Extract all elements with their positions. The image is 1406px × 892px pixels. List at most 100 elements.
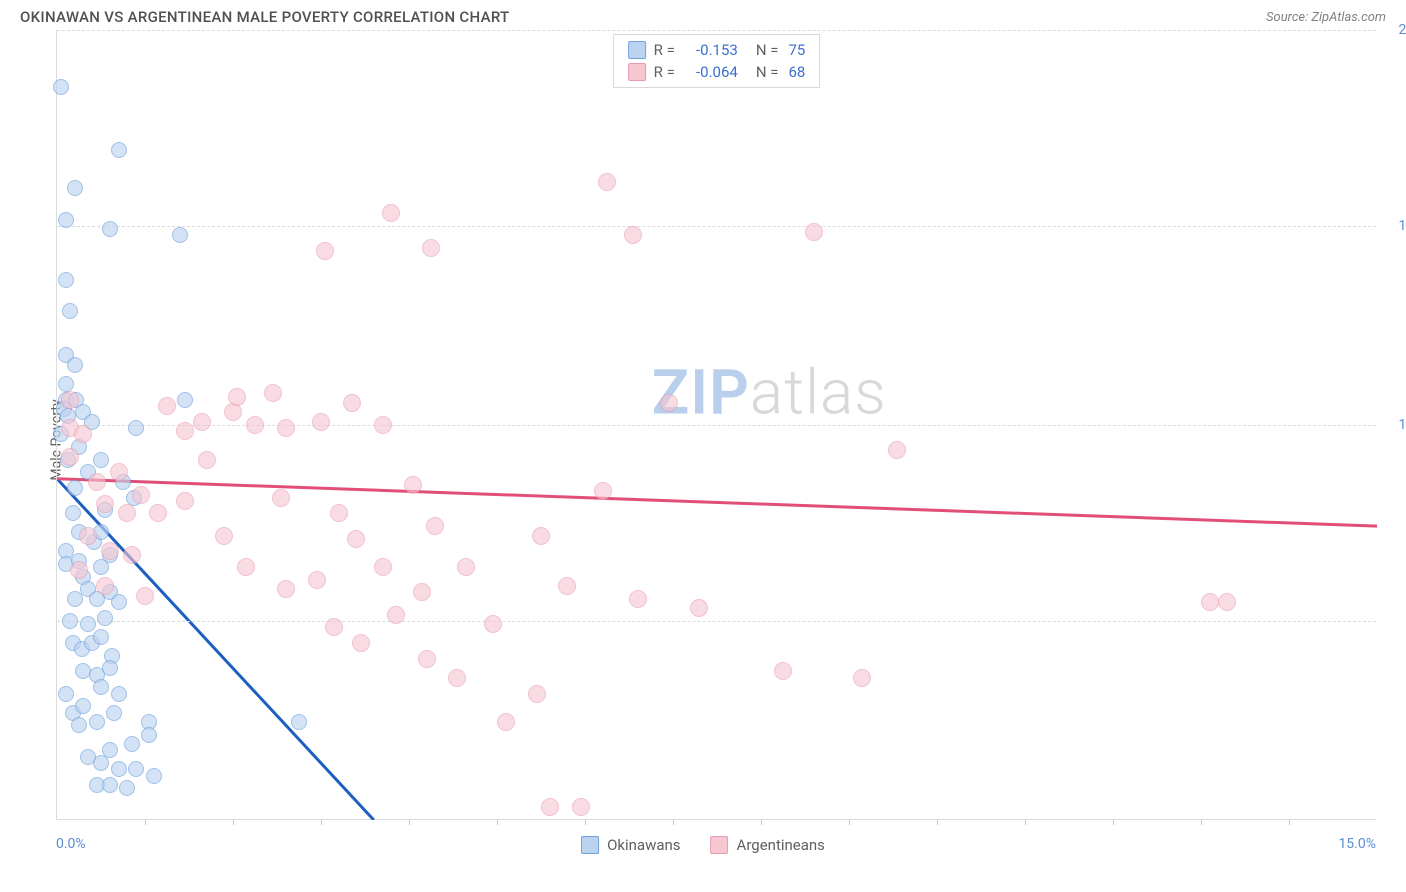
x-tick-mark xyxy=(321,819,322,825)
data-point xyxy=(67,180,83,196)
data-point xyxy=(67,480,83,496)
x-tick-mark xyxy=(1113,819,1114,825)
plot-area: ZIPatlas R =-0.153N =75R =-0.064N =68 6.… xyxy=(56,30,1376,820)
data-point xyxy=(67,591,83,607)
data-point xyxy=(53,79,69,95)
data-point xyxy=(128,761,144,777)
x-tick-mark xyxy=(145,819,146,825)
data-point xyxy=(136,587,154,605)
stat-n-value: 75 xyxy=(788,41,805,59)
data-point xyxy=(272,489,290,507)
x-tick-mark xyxy=(673,819,674,825)
x-tick-max: 15.0% xyxy=(1338,836,1376,852)
data-point xyxy=(58,686,74,702)
data-point xyxy=(172,227,188,243)
legend-swatch xyxy=(711,836,729,854)
data-point xyxy=(404,476,422,494)
chart-area: Male Poverty ZIPatlas R =-0.153N =75R =-… xyxy=(20,30,1386,850)
data-point xyxy=(62,613,78,629)
data-point xyxy=(853,669,871,687)
data-point xyxy=(119,780,135,796)
data-point xyxy=(101,542,119,560)
data-point xyxy=(497,713,515,731)
data-point xyxy=(58,212,74,228)
y-tick-label: 18.8% xyxy=(1381,218,1406,234)
data-point xyxy=(89,714,105,730)
y-tick-label: 12.5% xyxy=(1381,417,1406,433)
data-point xyxy=(352,634,370,652)
data-point xyxy=(215,527,233,545)
data-point xyxy=(594,482,612,500)
data-point xyxy=(93,452,109,468)
data-point xyxy=(79,527,97,545)
x-tick-mark xyxy=(1201,819,1202,825)
data-point xyxy=(347,530,365,548)
data-point xyxy=(97,610,113,626)
series-swatch xyxy=(628,41,646,59)
data-point xyxy=(111,686,127,702)
data-point xyxy=(382,204,400,222)
data-point xyxy=(528,685,546,703)
x-tick-mark xyxy=(849,819,850,825)
data-point xyxy=(102,221,118,237)
data-point xyxy=(96,495,114,513)
data-point xyxy=(629,590,647,608)
data-point xyxy=(774,662,792,680)
gridline xyxy=(57,621,1376,622)
data-point xyxy=(264,384,282,402)
data-point xyxy=(224,403,242,421)
x-tick-mark xyxy=(937,819,938,825)
x-tick-mark xyxy=(233,819,234,825)
data-point xyxy=(70,561,88,579)
data-point xyxy=(128,420,144,436)
x-tick-min: 0.0% xyxy=(56,836,86,852)
data-point xyxy=(102,777,118,793)
data-point xyxy=(141,727,157,743)
data-point xyxy=(541,798,559,816)
data-point xyxy=(624,226,642,244)
data-point xyxy=(690,599,708,617)
y-tick-label: 6.3% xyxy=(1381,613,1406,629)
data-point xyxy=(93,629,109,645)
data-point xyxy=(110,463,128,481)
data-point xyxy=(158,397,176,415)
data-point xyxy=(277,580,295,598)
source-label: Source: ZipAtlas.com xyxy=(1266,10,1386,25)
x-tick-mark xyxy=(1289,819,1290,825)
header: OKINAWAN VS ARGENTINEAN MALE POVERTY COR… xyxy=(0,0,1406,30)
legend-item: Okinawans xyxy=(581,836,680,854)
data-point xyxy=(146,768,162,784)
stat-r-label: R = xyxy=(654,41,675,59)
data-point xyxy=(426,517,444,535)
stats-row: R =-0.064N =68 xyxy=(614,61,820,83)
data-point xyxy=(74,425,92,443)
data-point xyxy=(71,717,87,733)
data-point xyxy=(111,594,127,610)
data-point xyxy=(193,413,211,431)
data-point xyxy=(123,546,141,564)
data-point xyxy=(118,504,136,522)
x-tick-mark xyxy=(585,819,586,825)
legend-label: Argentineans xyxy=(737,836,825,854)
stat-n-label: N = xyxy=(756,41,779,59)
data-point xyxy=(660,394,678,412)
data-point xyxy=(308,571,326,589)
x-tick-mark xyxy=(761,819,762,825)
data-point xyxy=(93,679,109,695)
stat-n-value: 68 xyxy=(788,63,805,81)
gridline xyxy=(57,226,1376,227)
data-point xyxy=(228,388,246,406)
data-point xyxy=(572,798,590,816)
legend: Okinawans Argentineans xyxy=(581,836,825,854)
data-point xyxy=(61,448,79,466)
data-point xyxy=(374,558,392,576)
data-point xyxy=(330,504,348,522)
data-point xyxy=(132,486,150,504)
x-tick-mark xyxy=(409,819,410,825)
data-point xyxy=(198,451,216,469)
data-point xyxy=(246,416,264,434)
stat-r-label: R = xyxy=(654,63,675,81)
x-tick-mark xyxy=(1025,819,1026,825)
data-point xyxy=(457,558,475,576)
gridline xyxy=(57,30,1376,31)
